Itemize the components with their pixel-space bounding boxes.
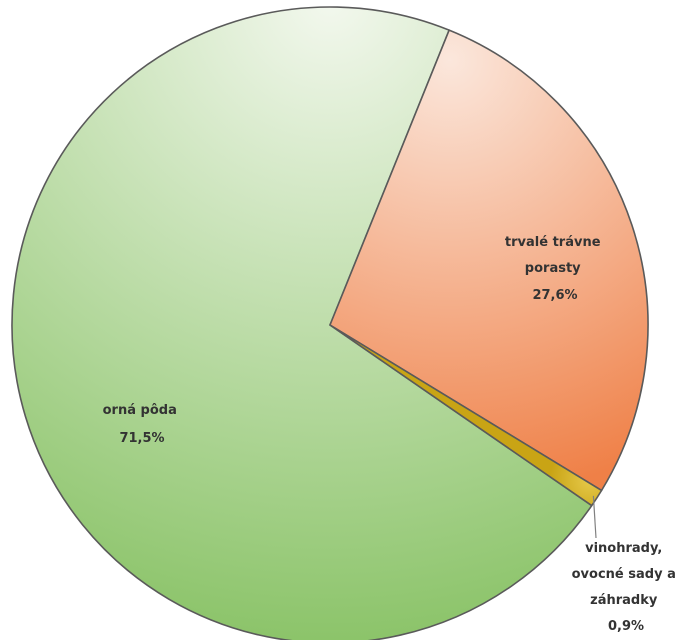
label-orna-poda-value: 71,5% — [119, 431, 164, 446]
label-vinohrady-line2: ovocné sady a — [572, 567, 676, 582]
label-vinohrady: vinohrady, ovocné sady a záhradky 0,9% — [572, 541, 681, 634]
slice-trvale-travne-porasty — [329, 29, 649, 492]
pie-slices — [11, 6, 649, 640]
label-orna-poda-name: orná pôda — [103, 403, 177, 418]
slice-vinohrady — [329, 324, 603, 507]
leader-line-vinohrady — [592, 495, 597, 539]
label-trvale-travne-porasty: trvalé trávne porasty 27,6% — [505, 235, 605, 303]
label-trvale-travne-porasty-value: 27,6% — [532, 288, 577, 303]
label-trvale-travne-porasty-line2: porasty — [525, 261, 581, 276]
label-vinohrady-value: 0,9% — [608, 619, 644, 634]
label-orna-poda: orná pôda 71,5% — [103, 403, 182, 446]
label-vinohrady-line1: vinohrady, — [585, 541, 662, 556]
label-trvale-travne-porasty-line1: trvalé trávne — [505, 235, 601, 250]
slice-orna-poda — [11, 6, 593, 640]
label-vinohrady-line3: záhradky — [590, 593, 658, 608]
data-labels: orná pôda 71,5% trvalé trávne porasty 27… — [103, 235, 681, 634]
